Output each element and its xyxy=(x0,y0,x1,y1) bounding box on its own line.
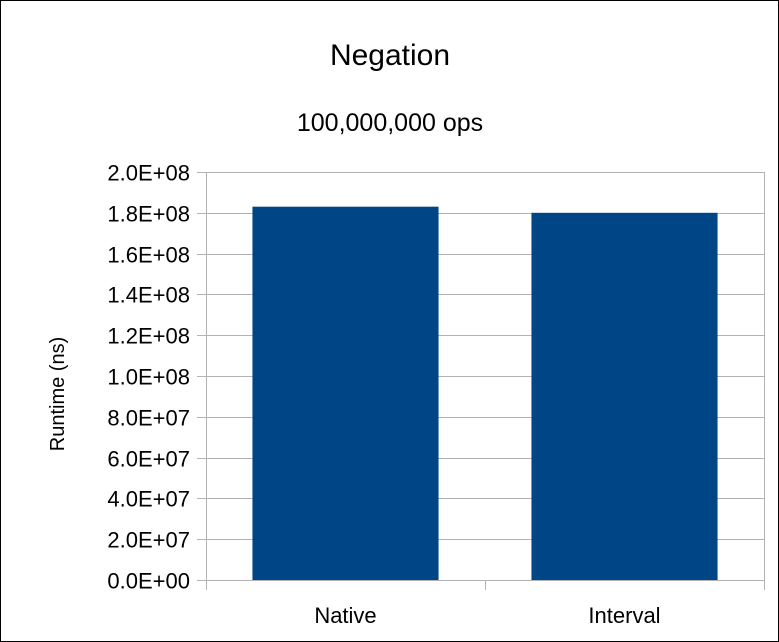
x-tick-label: Interval xyxy=(588,603,660,628)
chart-title: Negation xyxy=(330,39,450,72)
y-axis-title: Runtime (ns) xyxy=(47,337,69,451)
y-tick-label: 2.0E+08 xyxy=(107,161,190,186)
y-tick-label: 6.0E+07 xyxy=(107,447,190,472)
x-tick-label: Native xyxy=(314,603,376,628)
y-tick-label: 0.0E+00 xyxy=(107,569,190,594)
y-tick-label: 1.0E+08 xyxy=(107,365,190,390)
y-tick-label: 8.0E+07 xyxy=(107,406,190,431)
axes xyxy=(206,172,765,590)
y-tick-labels: 0.0E+00 2.0E+07 4.0E+07 6.0E+07 8.0E+07 1.0E+… xyxy=(107,161,190,594)
y-tick-label: 1.8E+08 xyxy=(107,202,190,227)
y-tick-label: 2.0E+07 xyxy=(107,528,190,553)
y-tick-label: 1.4E+08 xyxy=(107,283,190,308)
x-tick-labels: Native Interval xyxy=(314,603,660,628)
bar-interval xyxy=(531,212,718,581)
y-tick-label: 1.2E+08 xyxy=(107,324,190,349)
y-tick-label: 1.6E+08 xyxy=(107,243,190,268)
y-tick-label: 4.0E+07 xyxy=(107,487,190,512)
bars xyxy=(252,206,718,581)
chart-subtitle: 100,000,000 ops xyxy=(297,109,483,137)
bar-native xyxy=(252,206,439,580)
